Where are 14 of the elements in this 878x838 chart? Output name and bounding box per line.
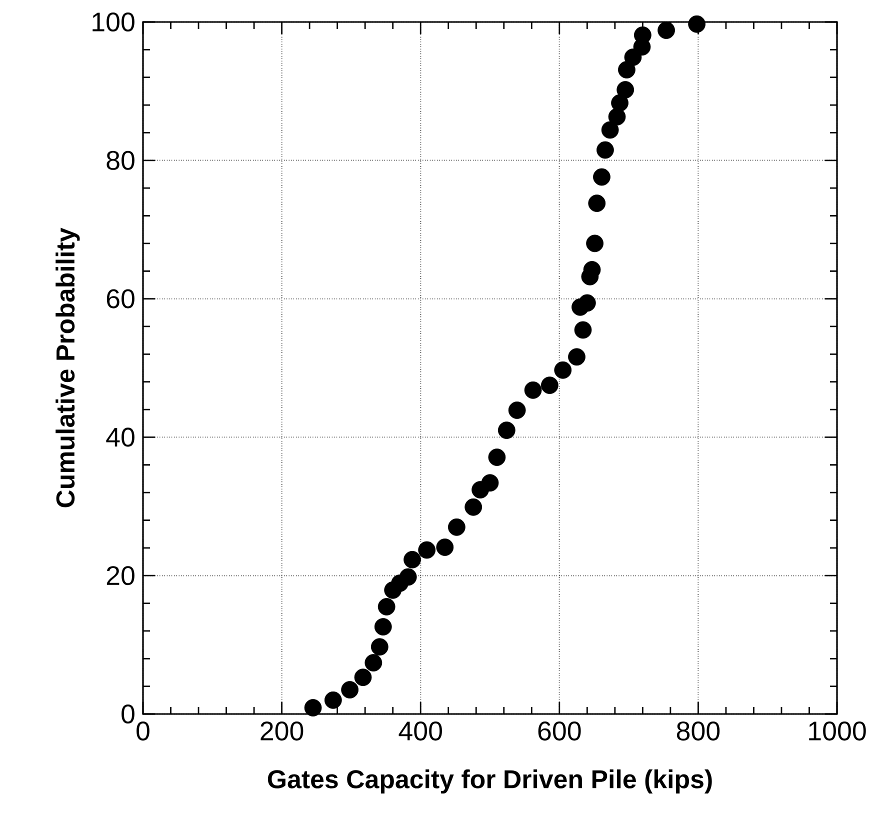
x-tick-label: 0 — [136, 722, 150, 741]
x-tick-label: 800 — [676, 722, 720, 741]
y-tick-label: 20 — [106, 566, 134, 586]
x-tick-label: 200 — [260, 722, 304, 741]
x-tick-label: 400 — [398, 722, 442, 741]
y-tick-label: 40 — [106, 428, 134, 447]
x-tick-label: 600 — [538, 722, 581, 741]
x-tick-label: 1000 — [809, 722, 866, 741]
y-tick-label: 0 — [122, 704, 134, 724]
y-tick-label: 100 — [92, 12, 134, 32]
y-tick-label: 80 — [106, 150, 134, 170]
y-axis-title: Cumulative Probability — [56, 228, 80, 508]
x-axis-title: Gates Capacity for Driven Pile (kips) — [268, 769, 712, 794]
y-tick-label: 60 — [106, 289, 134, 308]
